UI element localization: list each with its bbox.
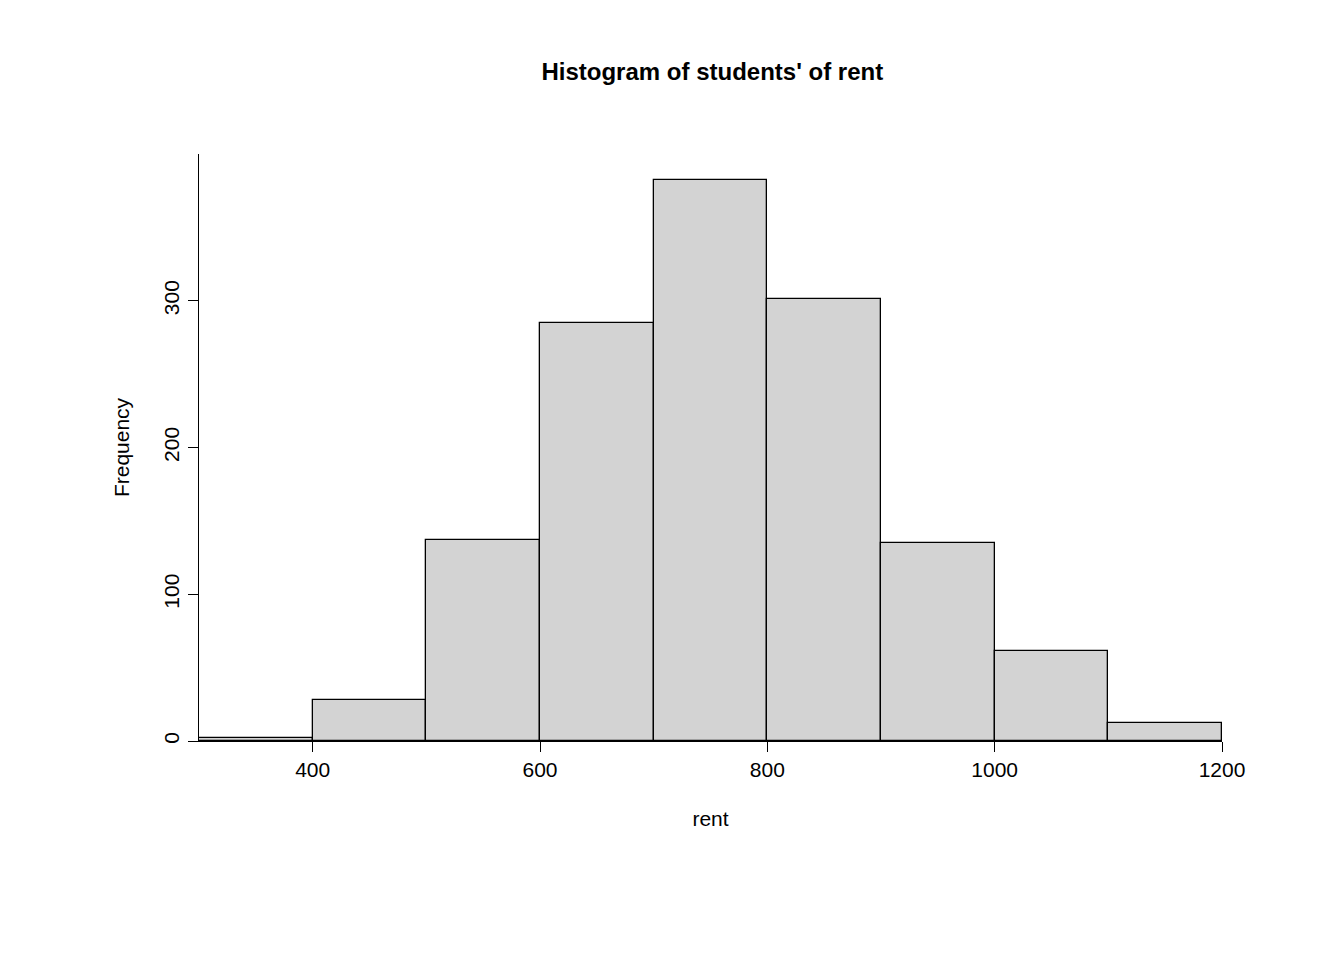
svg-text:Histogram of students' of rent: Histogram of students' of rent <box>541 58 883 85</box>
svg-text:600: 600 <box>522 758 557 781</box>
svg-text:200: 200 <box>160 427 183 462</box>
svg-text:1200: 1200 <box>1199 758 1246 781</box>
svg-text:800: 800 <box>750 758 785 781</box>
svg-text:rent: rent <box>692 807 728 830</box>
svg-text:1000: 1000 <box>971 758 1018 781</box>
svg-text:100: 100 <box>160 574 183 609</box>
svg-text:400: 400 <box>295 758 330 781</box>
svg-text:Frequency: Frequency <box>110 397 133 497</box>
svg-text:300: 300 <box>160 280 183 315</box>
svg-text:0: 0 <box>160 732 183 744</box>
